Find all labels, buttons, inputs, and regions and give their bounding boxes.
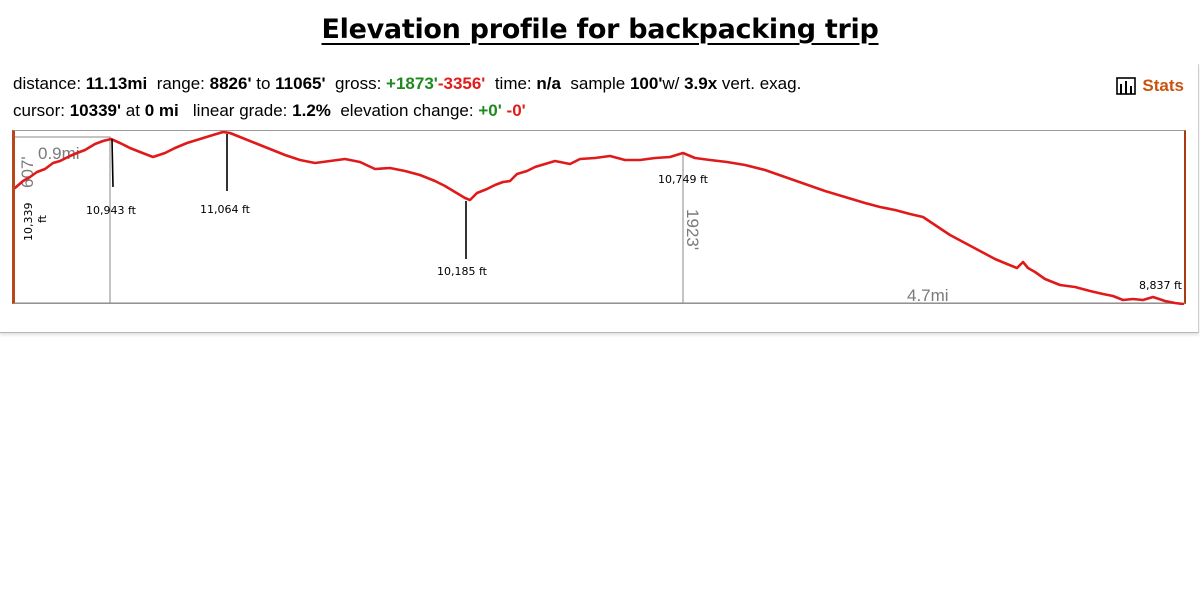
peak2-label: 11,064 ft	[200, 203, 251, 216]
measure-right-dist: 4.7mi	[907, 286, 949, 305]
time-value: n/a	[536, 74, 561, 93]
range-min: 8826'	[209, 74, 252, 93]
bar-chart-icon	[1116, 77, 1137, 95]
elevation-profile-line	[15, 131, 1185, 305]
gross-loss: -3356'	[437, 74, 486, 93]
elevation-plot[interactable]: 0.9mi 607' 1923' 4.7mi 10,339 ft 10,943 …	[12, 130, 1186, 305]
cursor-distance: 0 mi	[144, 101, 179, 120]
start-elevation-label-a: 10,339	[22, 203, 35, 242]
sample-value: 100'	[629, 74, 663, 93]
elev-change-loss: -0'	[506, 101, 526, 120]
peak1-label: 10,943 ft	[86, 204, 137, 217]
stats-button[interactable]: Stats	[1116, 76, 1184, 96]
cursor-elevation: 10339'	[69, 101, 122, 120]
gross-gain: +1873'	[386, 74, 438, 93]
end-label: 8,837 ft	[1139, 279, 1183, 292]
measure-right-height: 1923'	[683, 209, 702, 250]
exag-value: 3.9x	[684, 74, 718, 93]
linear-grade: 1.2%	[292, 101, 331, 120]
mid-label: 10,749 ft	[658, 173, 709, 186]
distance-value: 11.13mi	[85, 74, 148, 93]
measure-box-left	[15, 136, 111, 303]
range-max: 11065'	[275, 74, 326, 93]
valley-label: 10,185 ft	[437, 265, 488, 278]
measure-left-dist: 0.9mi	[38, 144, 80, 163]
page-title: Elevation profile for backpacking trip	[321, 14, 879, 45]
stats-summary-line: distance: 11.13mi range: 8826' to 11065'…	[13, 74, 802, 93]
cursor-info-line: cursor: 10339' at 0 mi linear grade: 1.2…	[13, 101, 526, 120]
elevation-panel: distance: 11.13mi range: 8826' to 11065'…	[0, 64, 1199, 333]
start-elevation-label-b: ft	[36, 214, 49, 223]
elev-change-gain: +0'	[478, 101, 502, 120]
peak1-leader	[111, 138, 114, 188]
elevation-profile-svg: 0.9mi 607' 1923' 4.7mi 10,339 ft 10,943 …	[15, 131, 1185, 305]
stats-button-label: Stats	[1142, 76, 1184, 95]
